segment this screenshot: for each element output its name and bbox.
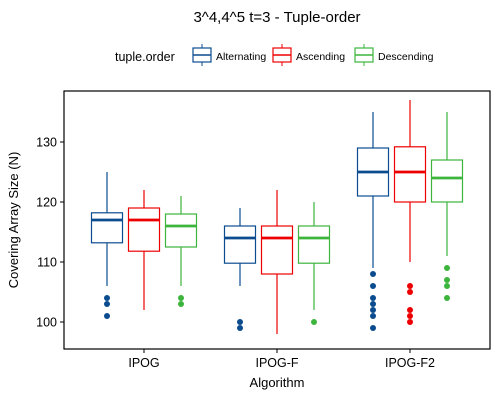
outlier-point — [407, 289, 413, 295]
legend-title: tuple.order — [115, 50, 175, 64]
box-ipog-descending — [164, 196, 198, 307]
box-iqr — [430, 159, 464, 203]
outlier-point — [178, 301, 184, 307]
outlier-point — [444, 277, 450, 283]
outlier-point — [370, 295, 376, 301]
x-axis-label: Algorithm — [250, 375, 305, 390]
outlier-point — [370, 307, 376, 313]
outlier-point — [407, 283, 413, 289]
box-ipog-f2-alternating — [356, 112, 390, 331]
legend-item-alternating: Alternating — [192, 44, 266, 66]
box-ipog-f2-descending — [430, 112, 464, 301]
legend-label: Alternating — [216, 51, 266, 63]
outlier-point — [370, 325, 376, 331]
outlier-point — [444, 265, 450, 271]
legend-item-ascending: Ascending — [272, 44, 345, 66]
outlier-point — [370, 301, 376, 307]
outlier-point — [104, 295, 110, 301]
outlier-point — [407, 319, 413, 325]
y-tick-label: 100 — [36, 316, 57, 330]
box-ipog-f-ascending — [260, 190, 294, 334]
outlier-point — [311, 319, 317, 325]
x-axis: IPOG IPOG-F IPOG-F2 — [128, 349, 435, 370]
box-ipog-f2-ascending — [393, 100, 427, 325]
box-iqr — [90, 212, 124, 244]
y-axis-label: Covering Array Size (N) — [6, 152, 21, 289]
box-iqr — [297, 225, 331, 264]
legend-item-descending: Descending — [354, 44, 434, 66]
box-ipog-alternating — [90, 172, 124, 319]
box-iqr — [260, 225, 294, 275]
outlier-point — [104, 301, 110, 307]
chart-title: 3^4,4^5 t=3 - Tuple-order — [193, 9, 360, 26]
outlier-point — [444, 283, 450, 289]
y-tick-label: 120 — [36, 196, 57, 210]
outlier-point — [370, 283, 376, 289]
y-axis: 100 110 120 130 — [36, 136, 64, 330]
box-iqr — [393, 146, 427, 203]
y-tick-label: 130 — [36, 136, 57, 150]
x-tick-label: IPOG-F2 — [385, 356, 435, 370]
outlier-point — [407, 313, 413, 319]
x-tick-label: IPOG-F — [255, 356, 298, 370]
legend-label: Ascending — [296, 51, 345, 63]
box-iqr — [164, 213, 198, 248]
outlier-point — [407, 307, 413, 313]
box-iqr — [223, 225, 257, 264]
outlier-point — [370, 271, 376, 277]
outlier-point — [237, 325, 243, 331]
box-ipog-f-alternating — [223, 208, 257, 331]
outlier-point — [104, 313, 110, 319]
outlier-point — [444, 295, 450, 301]
outlier-point — [178, 295, 184, 301]
box-iqr — [127, 207, 161, 252]
legend-label: Descending — [378, 51, 434, 63]
box-ipog-f-descending — [297, 202, 331, 325]
legend: tuple.order Alternating Ascending Descendi… — [115, 44, 434, 66]
outlier-point — [237, 319, 243, 325]
box-ipog-ascending — [127, 190, 161, 310]
outlier-point — [370, 313, 376, 319]
y-tick-label: 110 — [37, 256, 57, 270]
plot-area: 100 110 120 130 IPOG IPOG-F IPOG-F2 — [36, 90, 491, 370]
x-tick-label: IPOG — [128, 356, 159, 370]
